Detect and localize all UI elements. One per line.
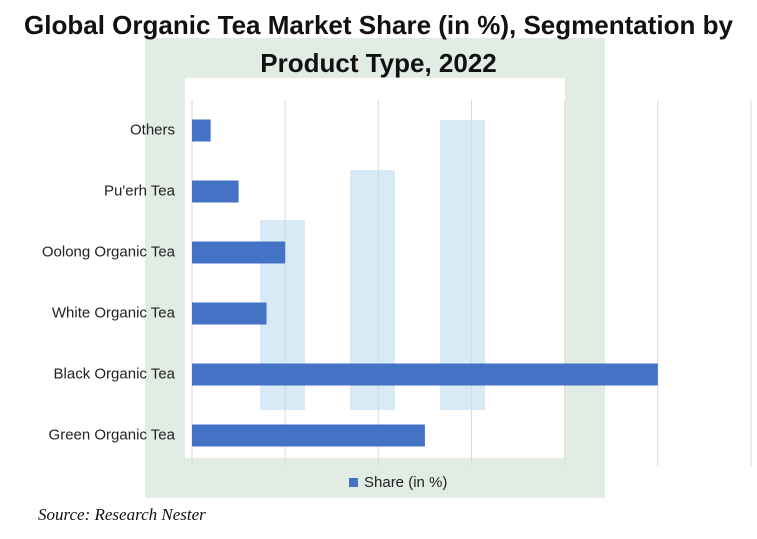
y-tick-label: Oolong Organic Tea	[42, 243, 176, 260]
y-tick-label: Others	[130, 121, 175, 138]
y-tick-label: Pu'erh Tea	[104, 182, 176, 199]
legend-swatch	[349, 478, 358, 487]
bar	[192, 363, 658, 386]
watermark-bar	[440, 120, 485, 410]
bar	[192, 119, 211, 142]
legend-label: Share (in %)	[364, 474, 447, 491]
chart-title: Global Organic Tea Market Share (in %), …	[24, 10, 733, 78]
y-tick-label: Black Organic Tea	[54, 365, 176, 382]
y-tick-label: Green Organic Tea	[49, 426, 176, 443]
watermark-frame	[145, 38, 605, 498]
bar	[192, 302, 267, 325]
bar	[192, 424, 425, 447]
source-note: Source: Research Nester	[38, 505, 206, 524]
y-tick-label: White Organic Tea	[52, 304, 176, 321]
bar	[192, 180, 239, 203]
bar	[192, 241, 286, 264]
plot-area: Others Pu'erh Tea Oolong Organic Tea White …	[42, 100, 752, 491]
watermark	[145, 38, 605, 498]
